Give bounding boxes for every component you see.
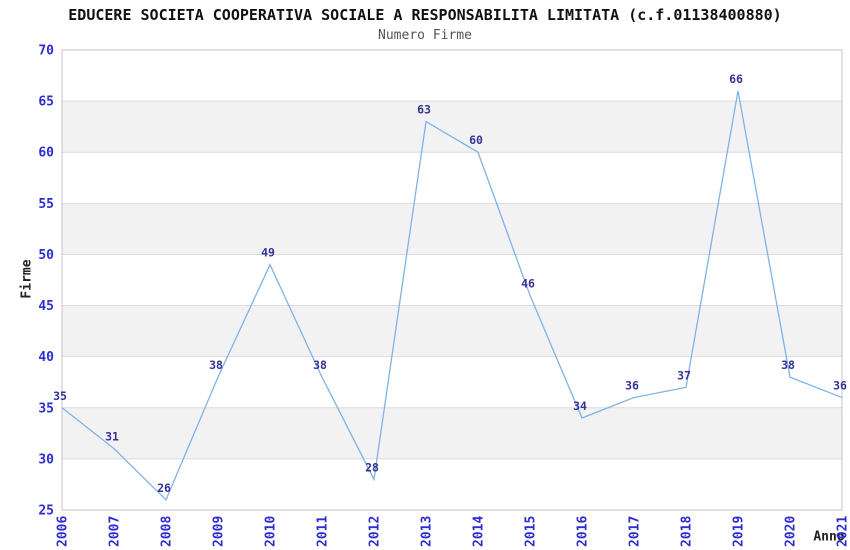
plot-border <box>61 49 843 511</box>
x-axis-title: Anno <box>813 529 845 545</box>
plot-band <box>62 101 842 153</box>
x-tick-label: 2019 <box>732 516 747 547</box>
data-label: 38 <box>781 358 795 372</box>
plot-bands <box>62 101 842 459</box>
data-label: 34 <box>573 399 587 413</box>
y-tick-label: 55 <box>38 197 54 212</box>
y-axis-tick-labels: 25 30 35 40 45 50 55 60 65 70 <box>38 44 54 519</box>
plot-band <box>62 203 842 255</box>
data-label: 35 <box>53 389 67 403</box>
y-tick-label: 35 <box>38 401 54 416</box>
x-tick-label: 2007 <box>108 516 123 547</box>
x-tick-label: 2010 <box>264 516 279 547</box>
x-tick-label: 2013 <box>420 516 435 547</box>
data-label: 38 <box>209 358 223 372</box>
plot-band <box>62 407 842 459</box>
x-tick-label: 2009 <box>212 516 227 547</box>
data-label: 66 <box>729 72 743 86</box>
x-tick-label: 2012 <box>368 516 383 547</box>
x-tick-label: 2021 <box>836 516 850 547</box>
x-tick-label: 2014 <box>472 516 487 547</box>
data-label: 31 <box>105 430 119 444</box>
data-label: 26 <box>157 481 171 495</box>
x-tick-label: 2008 <box>160 516 175 547</box>
data-label: 36 <box>833 379 847 393</box>
chart-title: EDUCERE SOCIETA COOPERATIVA SOCIALE A RE… <box>68 6 782 24</box>
data-label: 49 <box>261 246 275 260</box>
data-label: 63 <box>417 103 431 117</box>
data-label: 36 <box>625 379 639 393</box>
grid-lines <box>62 100 842 460</box>
x-tick-label: 2011 <box>316 516 331 547</box>
y-tick-label: 40 <box>38 350 54 365</box>
data-label: 60 <box>469 133 483 147</box>
data-labels: 35 31 26 38 49 38 28 63 60 46 34 36 37 66 38 36 <box>53 72 847 495</box>
y-tick-label: 25 <box>38 504 54 519</box>
x-axis-tick-labels: 2006 2007 2008 2009 2010 2011 2012 2013 2014 2015… <box>56 516 850 547</box>
x-tick-label: 2015 <box>524 516 539 547</box>
x-tick-label: 2016 <box>576 516 591 547</box>
data-label: 37 <box>677 368 691 382</box>
series-line <box>61 90 843 501</box>
data-label: 38 <box>313 358 327 372</box>
y-tick-label: 50 <box>38 248 54 263</box>
y-tick-label: 60 <box>38 146 54 161</box>
y-tick-label: 70 <box>38 44 54 59</box>
data-label: 46 <box>521 276 535 290</box>
x-tick-label: 2017 <box>628 516 643 547</box>
y-tick-label: 30 <box>38 452 54 467</box>
x-tick-label: 2020 <box>784 516 799 547</box>
x-tick-label: 2006 <box>56 516 71 547</box>
y-tick-label: 45 <box>38 299 54 314</box>
chart-subtitle: Numero Firme <box>378 28 472 43</box>
y-tick-label: 65 <box>38 95 54 110</box>
data-label: 28 <box>365 460 379 474</box>
x-tick-label: 2018 <box>680 516 695 547</box>
plot-band <box>62 305 842 357</box>
